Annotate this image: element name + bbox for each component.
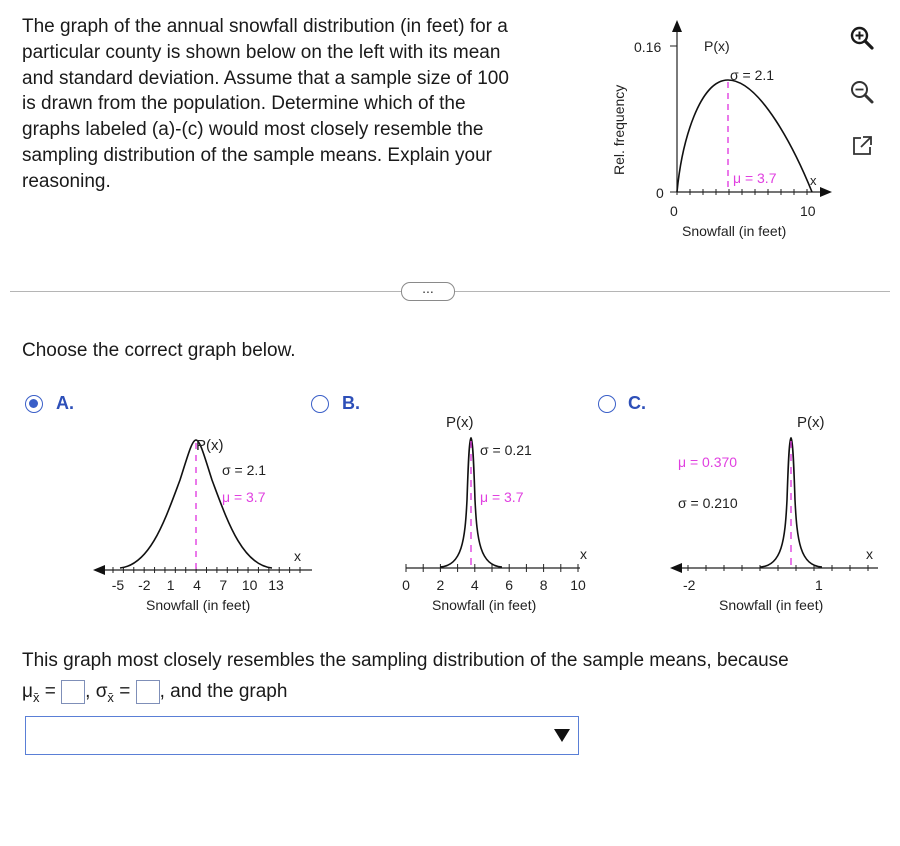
x-tick-label: 1 [815,577,823,593]
option-b-radio[interactable] [311,395,329,413]
mu-input[interactable] [61,680,86,704]
option-c-label[interactable]: C. [628,393,646,413]
sigma-symbol: σ [95,681,108,703]
option-b-curve [439,436,503,568]
option-a-radio[interactable] [25,395,43,413]
sigma-annotation: σ = 2.1 [222,462,266,478]
sigma-annotation: σ = 0.21 [480,442,532,458]
x-axis-title: Snowfall (in feet) [682,223,786,239]
x-tick-label: 1 [167,577,175,593]
x-axis-variable-label: x [866,546,873,562]
equals: = [119,681,131,703]
y-tick-label: 0.16 [634,39,661,55]
question-line: graphs labeled (a)-(c) would most closel… [22,119,484,141]
mu-annotation: μ = 0.370 [678,454,737,470]
answer-sentence: This graph most closely resembles the sa… [22,650,789,671]
x-tick-label: 10 [800,203,816,219]
x-tick-label: 8 [540,577,548,593]
x-axis-title: Snowfall (in feet) [719,597,823,613]
x-axis-title: Snowfall (in feet) [146,597,250,613]
option-b-label[interactable]: B. [342,393,360,413]
x-axis-arrow [93,565,105,575]
rel-frequency-label: Rel. frequency [611,85,627,175]
popout-icon[interactable] [849,133,875,159]
more-button[interactable]: ... [401,281,455,301]
x-tick-label: -5 [112,577,125,593]
x-tick-label: 7 [219,577,227,593]
zoom-out-icon[interactable] [849,79,875,105]
option-a-curve [119,439,273,569]
mu-annotation: μ = 3.7 [733,170,777,186]
population-curve [676,79,813,193]
sigma-annotation: σ = 2.1 [730,67,774,83]
x-tick-label: 13 [268,577,284,593]
x-axis-variable-label: x [294,548,301,564]
mu-symbol: μ [22,681,33,703]
choose-prompt: Choose the correct graph below. [22,340,296,361]
mu-annotation: μ = 3.7 [480,489,524,505]
question-line: sampling distribution of the sample mean… [22,144,492,166]
question-line: is drawn from the population. Determine … [22,93,466,115]
sigma-input[interactable] [135,680,160,704]
x-tick-label: 2 [437,577,445,593]
sigma-annotation: σ = 0.210 [678,495,738,511]
x-tick-label: 4 [193,577,201,593]
x-axis-variable-label: x [580,546,587,562]
question-line: The graph of the annual snowfall distrib… [22,16,508,37]
equals: = [44,681,56,703]
option-c-radio[interactable] [598,395,616,413]
option-a-graph: -5 -2 1 4 7 10 13 Snowfall (in feet) P(x) σ = … [93,437,312,613]
question-line: reasoning. [22,170,111,192]
comma: , [85,681,91,703]
x-axis-title: Snowfall (in feet) [432,597,536,613]
x-tick-label: -2 [683,577,696,593]
p-of-x-label: P(x) [704,38,730,54]
y-axis-arrow [672,20,682,32]
x-tick-label: -2 [138,577,151,593]
option-b-graph: 0 2 4 6 8 10 Snowfall (in feet) P(x) σ = 0.21… [402,414,587,613]
x-tick-label: 10 [570,577,586,593]
population-graph: Rel. frequency 0.16 0 0 10 Snowfall (in … [611,20,832,239]
reason-dropdown[interactable] [25,716,579,755]
x-tick-label: 6 [505,577,513,593]
answer-inputs-line: μx̄ = , σx̄ = , and the graph [22,680,288,705]
question-text: The graph of the annual snowfall distrib… [22,14,582,195]
x-axis-variable-label: x [810,173,817,188]
p-of-x-label: P(x) [196,437,224,454]
zoom-in-icon[interactable] [849,25,875,51]
question-line: and standard deviation. Assume that a sa… [22,67,509,89]
x-tick-label: 0 [402,577,410,593]
p-of-x-label: P(x) [797,414,825,431]
option-c-graph: -2 1 Snowfall (in feet) P(x) μ = 0.370 σ… [670,414,878,613]
p-of-x-label: P(x) [446,414,474,431]
x-axis-arrow [670,563,682,573]
mu-annotation: μ = 3.7 [222,489,266,505]
option-a-label[interactable]: A. [56,393,74,413]
x-tick-label: 0 [670,203,678,219]
y-tick-label: 0 [656,185,664,201]
chevron-down-icon [554,729,570,742]
x-tick-label: 4 [471,577,479,593]
option-c-curve [759,436,823,568]
x-tick-label: 10 [242,577,258,593]
dropdown-arrow-button[interactable] [546,717,578,754]
answer-tail: , and the graph [159,681,288,703]
x-axis-arrow [820,187,832,197]
question-line: particular county is shown below on the … [22,41,501,63]
